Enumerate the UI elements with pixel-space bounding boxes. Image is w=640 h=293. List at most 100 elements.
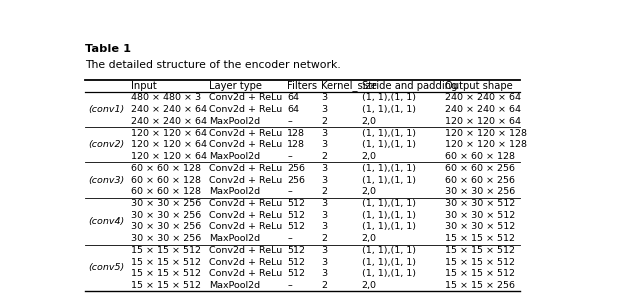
Text: Conv2d + ReLu: Conv2d + ReLu — [209, 164, 282, 173]
Text: 256: 256 — [287, 164, 305, 173]
Text: 120 × 120 × 128: 120 × 120 × 128 — [445, 140, 527, 149]
Text: 512: 512 — [287, 258, 305, 267]
Text: 2: 2 — [321, 234, 327, 243]
Text: 60 × 60 × 256: 60 × 60 × 256 — [445, 164, 515, 173]
Text: 240 × 240 × 64: 240 × 240 × 64 — [131, 105, 207, 114]
Text: (1, 1),(1, 1): (1, 1),(1, 1) — [362, 269, 416, 278]
Text: 256: 256 — [287, 176, 305, 185]
Text: 3: 3 — [321, 258, 327, 267]
Text: 512: 512 — [287, 269, 305, 278]
Text: 30 × 30 × 256: 30 × 30 × 256 — [131, 234, 201, 243]
Text: 2: 2 — [321, 152, 327, 161]
Text: 512: 512 — [287, 211, 305, 220]
Text: 60 × 60 × 128: 60 × 60 × 128 — [131, 176, 200, 185]
Text: MaxPool2d: MaxPool2d — [209, 281, 260, 290]
Text: 3: 3 — [321, 176, 327, 185]
Text: 512: 512 — [287, 246, 305, 255]
Text: (1, 1),(1, 1): (1, 1),(1, 1) — [362, 222, 416, 231]
Text: 15 × 15 × 256: 15 × 15 × 256 — [445, 281, 515, 290]
Text: Conv2d + ReLu: Conv2d + ReLu — [209, 105, 282, 114]
Text: Conv2d + ReLu: Conv2d + ReLu — [209, 140, 282, 149]
Text: 60 × 60 × 128: 60 × 60 × 128 — [445, 152, 515, 161]
Text: (1, 1),(1, 1): (1, 1),(1, 1) — [362, 246, 416, 255]
Text: Conv2d + ReLu: Conv2d + ReLu — [209, 222, 282, 231]
Text: 15 × 15 × 512: 15 × 15 × 512 — [131, 246, 200, 255]
Text: 60 × 60 × 128: 60 × 60 × 128 — [131, 187, 200, 196]
Text: 3: 3 — [321, 222, 327, 231]
Text: (1, 1),(1, 1): (1, 1),(1, 1) — [362, 176, 416, 185]
Text: Conv2d + ReLu: Conv2d + ReLu — [209, 269, 282, 278]
Text: 30 × 30 × 256: 30 × 30 × 256 — [445, 187, 515, 196]
Text: 2: 2 — [321, 187, 327, 196]
Text: Stride and padding: Stride and padding — [362, 81, 457, 91]
Text: Output shape: Output shape — [445, 81, 513, 91]
Text: (conv3): (conv3) — [89, 176, 125, 185]
Text: (1, 1),(1, 1): (1, 1),(1, 1) — [362, 140, 416, 149]
Text: 3: 3 — [321, 93, 327, 102]
Text: 2,0: 2,0 — [362, 152, 377, 161]
Text: MaxPool2d: MaxPool2d — [209, 117, 260, 126]
Text: (1, 1),(1, 1): (1, 1),(1, 1) — [362, 164, 416, 173]
Text: (1, 1),(1, 1): (1, 1),(1, 1) — [362, 129, 416, 138]
Text: 2,0: 2,0 — [362, 234, 377, 243]
Text: 3: 3 — [321, 246, 327, 255]
Text: (1, 1),(1, 1): (1, 1),(1, 1) — [362, 199, 416, 208]
Text: The detailed structure of the encoder network.: The detailed structure of the encoder ne… — [85, 60, 340, 70]
Text: –: – — [287, 281, 292, 290]
Text: 64: 64 — [287, 105, 300, 114]
Text: 3: 3 — [321, 211, 327, 220]
Text: MaxPool2d: MaxPool2d — [209, 152, 260, 161]
Text: 2: 2 — [321, 281, 327, 290]
Text: 2,0: 2,0 — [362, 117, 377, 126]
Text: (1, 1),(1, 1): (1, 1),(1, 1) — [362, 211, 416, 220]
Text: –: – — [287, 117, 292, 126]
Text: 3: 3 — [321, 269, 327, 278]
Text: Kernel_size: Kernel_size — [321, 80, 377, 91]
Text: –: – — [287, 234, 292, 243]
Text: 60 × 60 × 256: 60 × 60 × 256 — [445, 176, 515, 185]
Text: 30 × 30 × 512: 30 × 30 × 512 — [445, 211, 515, 220]
Text: 2,0: 2,0 — [362, 187, 377, 196]
Text: MaxPool2d: MaxPool2d — [209, 187, 260, 196]
Text: 15 × 15 × 512: 15 × 15 × 512 — [131, 258, 200, 267]
Text: 120 × 120 × 64: 120 × 120 × 64 — [131, 140, 207, 149]
Text: 30 × 30 × 512: 30 × 30 × 512 — [445, 222, 515, 231]
Text: (conv1): (conv1) — [89, 105, 125, 114]
Text: (1, 1),(1, 1): (1, 1),(1, 1) — [362, 105, 416, 114]
Text: Conv2d + ReLu: Conv2d + ReLu — [209, 246, 282, 255]
Text: 15 × 15 × 512: 15 × 15 × 512 — [445, 246, 515, 255]
Text: 240 × 240 × 64: 240 × 240 × 64 — [445, 105, 521, 114]
Text: Conv2d + ReLu: Conv2d + ReLu — [209, 93, 282, 102]
Text: (1, 1),(1, 1): (1, 1),(1, 1) — [362, 93, 416, 102]
Text: 2: 2 — [321, 117, 327, 126]
Text: (conv2): (conv2) — [89, 140, 125, 149]
Text: 15 × 15 × 512: 15 × 15 × 512 — [445, 258, 515, 267]
Text: (conv5): (conv5) — [89, 263, 125, 272]
Text: Conv2d + ReLu: Conv2d + ReLu — [209, 211, 282, 220]
Text: Table 1: Table 1 — [85, 44, 131, 54]
Text: 15 × 15 × 512: 15 × 15 × 512 — [131, 281, 200, 290]
Text: 120 × 120 × 64: 120 × 120 × 64 — [131, 129, 207, 138]
Text: 3: 3 — [321, 105, 327, 114]
Text: 30 × 30 × 256: 30 × 30 × 256 — [131, 222, 201, 231]
Text: 15 × 15 × 512: 15 × 15 × 512 — [445, 234, 515, 243]
Text: 240 × 240 × 64: 240 × 240 × 64 — [445, 93, 521, 102]
Text: 240 × 240 × 64: 240 × 240 × 64 — [131, 117, 207, 126]
Text: 3: 3 — [321, 140, 327, 149]
Text: 15 × 15 × 512: 15 × 15 × 512 — [131, 269, 200, 278]
Text: MaxPool2d: MaxPool2d — [209, 234, 260, 243]
Text: 60 × 60 × 128: 60 × 60 × 128 — [131, 164, 200, 173]
Text: –: – — [287, 187, 292, 196]
Text: 2,0: 2,0 — [362, 281, 377, 290]
Text: Layer type: Layer type — [209, 81, 262, 91]
Text: 64: 64 — [287, 93, 300, 102]
Text: Conv2d + ReLu: Conv2d + ReLu — [209, 129, 282, 138]
Text: 30 × 30 × 512: 30 × 30 × 512 — [445, 199, 515, 208]
Text: Input: Input — [131, 81, 156, 91]
Text: 128: 128 — [287, 140, 305, 149]
Text: 3: 3 — [321, 164, 327, 173]
Text: 30 × 30 × 256: 30 × 30 × 256 — [131, 211, 201, 220]
Text: 120 × 120 × 128: 120 × 120 × 128 — [445, 129, 527, 138]
Text: 120 × 120 × 64: 120 × 120 × 64 — [445, 117, 521, 126]
Text: (1, 1),(1, 1): (1, 1),(1, 1) — [362, 258, 416, 267]
